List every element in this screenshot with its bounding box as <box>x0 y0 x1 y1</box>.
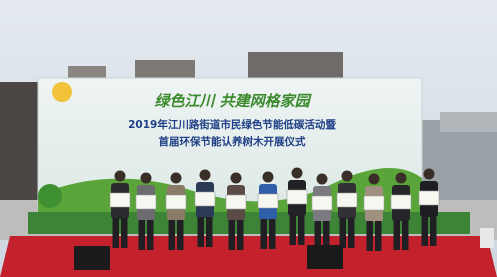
banner-logo <box>52 82 72 102</box>
building <box>0 82 42 212</box>
banner-tree <box>38 184 62 208</box>
speaker <box>307 245 343 269</box>
speaker <box>74 246 110 270</box>
banner-slogan: 绿色江川 共建网格家园 <box>154 92 312 110</box>
banner-line: 2019年江川路街道市民绿色节能低碳活动暨 <box>128 118 336 131</box>
building <box>440 112 497 132</box>
banner-line: 首届环保节能认养树木开展仪式 <box>159 135 306 148</box>
photo-scene: 绿色江川 共建网格家园 2019年江川路街道市民绿色节能低碳活动暨 首届环保节能… <box>0 0 497 277</box>
sign <box>480 228 494 248</box>
